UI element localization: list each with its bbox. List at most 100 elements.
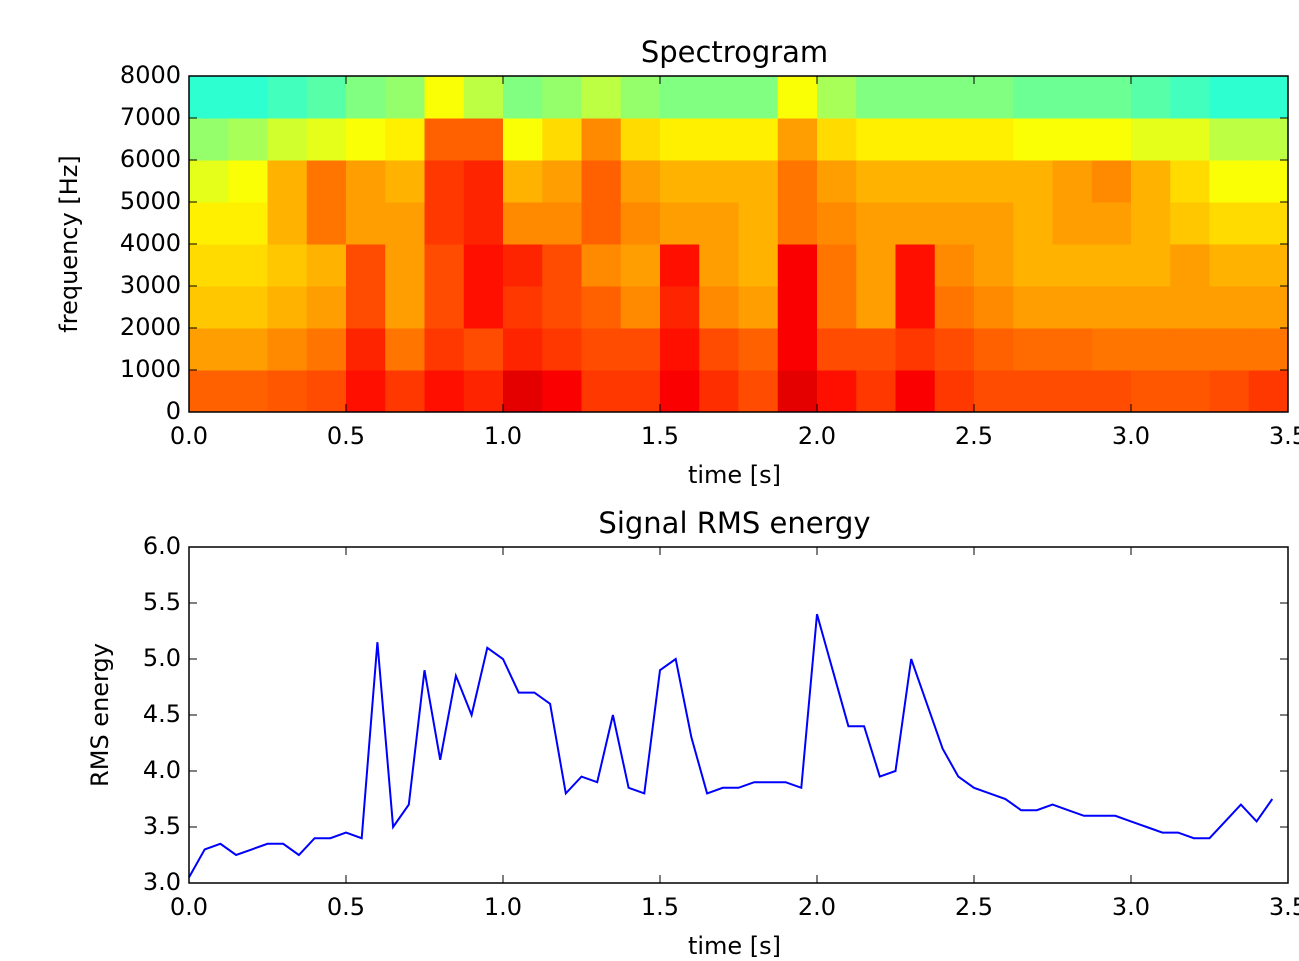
heatmap-cell <box>856 328 896 371</box>
heatmap-cell <box>385 370 425 413</box>
heatmap-cell <box>974 76 1014 119</box>
heatmap-cell <box>777 328 818 371</box>
heatmap-cell <box>542 118 582 161</box>
x-tick-label: 2.0 <box>798 422 836 450</box>
heatmap-cell <box>189 328 229 371</box>
heatmap-cell <box>542 76 582 119</box>
heatmap-cell <box>503 328 543 371</box>
heatmap-cell <box>581 328 622 371</box>
heatmap-cell <box>777 118 818 161</box>
x-tick-label: 0.5 <box>327 893 365 921</box>
heatmap-cell <box>463 76 504 119</box>
heatmap-cell <box>895 370 936 413</box>
heatmap-cell <box>777 160 818 203</box>
heatmap-cell <box>503 244 543 287</box>
heatmap-cell <box>306 244 347 287</box>
heatmap-cell <box>620 328 661 371</box>
heatmap-cell <box>738 160 779 203</box>
y-tick-label: 4.5 <box>143 700 181 728</box>
heatmap-cell <box>817 160 857 203</box>
heatmap-cell <box>189 286 229 329</box>
heatmap-cell <box>581 202 622 245</box>
heatmap-cell <box>856 76 896 119</box>
heatmap-cell <box>974 286 1014 329</box>
heatmap-cell <box>1248 202 1289 245</box>
heatmap-cell <box>817 76 857 119</box>
heatmap-cell <box>1052 118 1093 161</box>
heatmap-cell <box>1131 76 1171 119</box>
heatmap-cell <box>503 160 543 203</box>
y-tick-label: 4.0 <box>143 756 181 784</box>
chart-title: Signal RMS energy <box>598 506 870 540</box>
heatmap-cell <box>699 244 739 287</box>
heatmap-cell <box>1013 286 1053 329</box>
heatmap-cell <box>1170 160 1210 203</box>
heatmap-cell <box>777 286 818 329</box>
heatmap-cell <box>699 202 739 245</box>
heatmap-cell <box>306 76 347 119</box>
heatmap-cell <box>1052 76 1093 119</box>
heatmap-cell <box>424 118 465 161</box>
y-tick-label: 5000 <box>120 187 181 215</box>
heatmap-cell <box>1091 370 1132 413</box>
heatmap-cell <box>1248 160 1289 203</box>
heatmap-cell <box>1091 202 1132 245</box>
heatmap-cell <box>267 286 308 329</box>
heatmap-cell <box>1170 244 1210 287</box>
heatmap-cell <box>463 370 504 413</box>
heatmap-cell <box>660 160 700 203</box>
heatmap-cell <box>699 76 739 119</box>
heatmap-cell <box>306 328 347 371</box>
heatmap-cell <box>738 244 779 287</box>
heatmap-cell <box>738 76 779 119</box>
heatmap-cell <box>424 286 465 329</box>
heatmap-cell <box>1052 286 1093 329</box>
heatmap-cell <box>1170 370 1210 413</box>
heatmap-cell <box>895 286 936 329</box>
heatmap-cell <box>1131 160 1171 203</box>
x-tick-label: 1.0 <box>484 893 522 921</box>
heatmap-cell <box>1131 370 1171 413</box>
x-tick-label: 1.5 <box>641 893 679 921</box>
heatmap-cell <box>1209 202 1250 245</box>
heatmap-cell <box>385 244 425 287</box>
heatmap-cell <box>1013 160 1053 203</box>
heatmap-cell <box>542 328 582 371</box>
heatmap-cell <box>424 328 465 371</box>
heatmap-cell <box>228 328 268 371</box>
heatmap-cell <box>738 202 779 245</box>
heatmap-cell <box>346 160 386 203</box>
heatmap-cell <box>1091 118 1132 161</box>
heatmap-cell <box>1091 286 1132 329</box>
heatmap-cell <box>1248 76 1289 119</box>
heatmap-cell <box>934 370 975 413</box>
heatmap-cell <box>503 286 543 329</box>
y-tick-label: 7000 <box>120 103 181 131</box>
y-tick-label: 1000 <box>120 355 181 383</box>
y-tick-label: 3.5 <box>143 812 181 840</box>
x-tick-label: 3.5 <box>1269 422 1299 450</box>
heatmap-cell <box>1091 328 1132 371</box>
heatmap-cell <box>660 76 700 119</box>
heatmap-cell <box>1131 328 1171 371</box>
heatmap-cell <box>503 370 543 413</box>
heatmap-cell <box>1209 370 1250 413</box>
subplot: 0.0 0.5 1.0 1.5 2.0 2.5 3.0 3.5 0 1000 2000 3000 400… <box>55 35 1299 489</box>
heatmap-cell <box>620 286 661 329</box>
heatmap-cell <box>581 160 622 203</box>
heatmap-cell <box>934 328 975 371</box>
x-axis-label: time [s] <box>688 461 781 489</box>
heatmap-cell <box>581 118 622 161</box>
y-tick-label: 6.0 <box>143 532 181 560</box>
y-tick-label: 8000 <box>120 61 181 89</box>
subplot: 0.0 0.5 1.0 1.5 2.0 2.5 3.0 3.5 3.0 3.5 4.0 4.5 5.0 5… <box>86 506 1299 960</box>
x-tick-label: 0.5 <box>327 422 365 450</box>
heatmap-cell <box>934 160 975 203</box>
heatmap-cell <box>1248 286 1289 329</box>
heatmap-cell <box>189 244 229 287</box>
heatmap-cell <box>1091 160 1132 203</box>
heatmap-cell <box>1013 76 1053 119</box>
heatmap-cell <box>542 202 582 245</box>
heatmap-cell <box>1052 328 1093 371</box>
heatmap-cell <box>1248 244 1289 287</box>
